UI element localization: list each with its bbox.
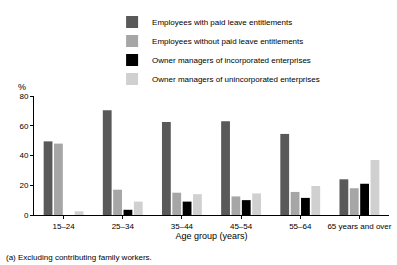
svg-text:Employees with paid leave enti: Employees with paid leave entitlements xyxy=(152,18,292,27)
svg-text:20: 20 xyxy=(19,181,28,190)
svg-text:(a) Excluding contributing fam: (a) Excluding contributing family worker… xyxy=(6,253,152,262)
svg-text:55–64: 55–64 xyxy=(289,222,312,231)
svg-text:0: 0 xyxy=(24,211,29,220)
svg-text:65 years and over: 65 years and over xyxy=(327,222,391,231)
svg-text:35–44: 35–44 xyxy=(171,222,194,231)
svg-text:15–24: 15–24 xyxy=(52,222,75,231)
svg-text:40: 40 xyxy=(19,151,28,160)
svg-text:80: 80 xyxy=(19,92,28,101)
svg-text:45–54: 45–54 xyxy=(230,222,253,231)
svg-text:Owner managers of incorporated: Owner managers of incorporated enterpris… xyxy=(152,56,311,65)
svg-text:60: 60 xyxy=(19,122,28,131)
svg-text:Owner managers of unincorporat: Owner managers of unincorporated enterpr… xyxy=(152,75,320,84)
svg-text:%: % xyxy=(18,82,26,92)
svg-text:Age group (years): Age group (years) xyxy=(175,231,247,241)
svg-text:Employees without paid leave e: Employees without paid leave entitlement… xyxy=(152,37,303,46)
svg-text:25–34: 25–34 xyxy=(112,222,135,231)
